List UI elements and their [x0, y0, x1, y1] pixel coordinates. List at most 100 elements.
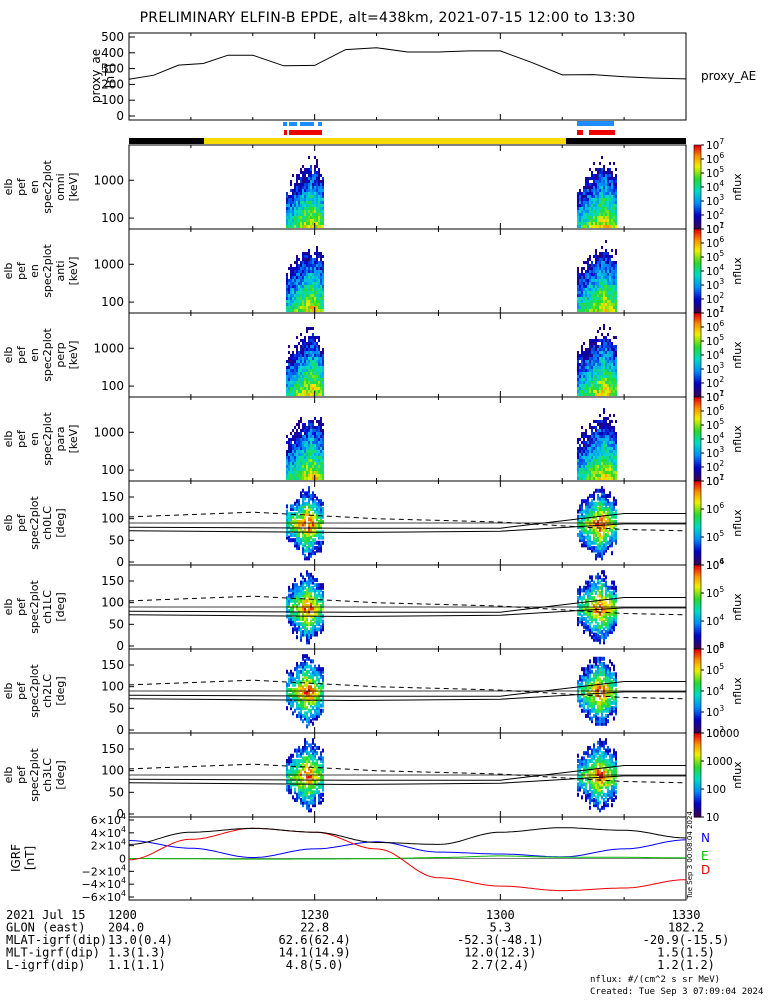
- spectrogram-cell: [300, 192, 302, 195]
- pitch-cell: [601, 540, 603, 545]
- pitch-cell: [302, 700, 304, 705]
- pitch-cell: [300, 629, 302, 634]
- pitch-cell: [577, 693, 579, 698]
- pitch-cell: [300, 682, 302, 687]
- pitch-cell: [595, 659, 597, 664]
- spectrogram-cell: [316, 357, 318, 360]
- pitch-cell: [314, 711, 316, 716]
- spectrogram-cell: [302, 177, 304, 180]
- spectrogram-cell: [316, 435, 318, 438]
- pitch-cell: [310, 703, 312, 708]
- colorbar-cell: [694, 638, 701, 642]
- spectrogram-cell: [320, 183, 322, 186]
- pitch-cell: [298, 590, 300, 595]
- pitch-cell: [290, 527, 292, 532]
- spectrogram-cell: [579, 288, 581, 291]
- spectrogram-cell: [318, 390, 320, 393]
- spectrogram-cell: [292, 273, 294, 276]
- pitch-cell: [296, 590, 298, 595]
- pitch-cell: [597, 629, 599, 634]
- spectrogram-cell: [322, 180, 324, 183]
- spectrogram-cell: [577, 453, 579, 456]
- spectrogram-cell: [316, 342, 318, 345]
- pitch-cell: [316, 548, 318, 553]
- pitch-cell: [585, 527, 587, 532]
- pitch-cell: [605, 493, 607, 498]
- spectrogram-cell: [308, 204, 310, 207]
- pitch-cell: [601, 499, 603, 504]
- spectrogram-cell: [585, 273, 587, 276]
- pitch-cell: [601, 527, 603, 532]
- pitch-cell: [589, 616, 591, 621]
- spectrogram-cell: [605, 339, 607, 342]
- spectrogram-cell: [601, 366, 603, 369]
- pitch-cell: [587, 627, 589, 632]
- panel-ylabel-part: pef: [15, 345, 28, 364]
- spectrogram-cell: [306, 180, 308, 183]
- pitch-cell: [298, 627, 300, 632]
- pitch-cell: [310, 674, 312, 679]
- spectrogram-cell: [593, 372, 595, 375]
- spectrogram-cell: [595, 360, 597, 363]
- spectrogram-cell: [597, 174, 599, 177]
- pitch-cell: [298, 674, 300, 679]
- spectrogram-cell: [587, 204, 589, 207]
- pitch-cell: [581, 680, 583, 685]
- spectrogram-cell: [615, 183, 617, 186]
- spectrogram-cell: [290, 198, 292, 201]
- pitch-cell: [589, 674, 591, 679]
- pitch-cell: [294, 585, 296, 590]
- panel-ylabel-part: perp: [54, 342, 67, 367]
- spectrogram-cell: [322, 213, 324, 216]
- spectrogram-cell: [609, 477, 611, 480]
- spectrogram-cell: [601, 345, 603, 348]
- spectrogram-cell: [288, 357, 290, 360]
- pitch-cell: [306, 711, 308, 716]
- spectrogram-cell: [292, 357, 294, 360]
- spectrogram-cell: [605, 276, 607, 279]
- pitch-cell: [601, 486, 603, 491]
- pitch-cell: [290, 674, 292, 679]
- spectrogram-cell: [302, 360, 304, 363]
- spectrogram-cell: [296, 357, 298, 360]
- spectrogram-cell: [583, 357, 585, 360]
- spectrogram-cell: [603, 276, 605, 279]
- spectrogram-cell: [318, 297, 320, 300]
- spectrogram-cell: [316, 219, 318, 222]
- spectrogram-cell: [298, 360, 300, 363]
- pitch-cell: [296, 627, 298, 632]
- spectrogram-cell: [310, 195, 312, 198]
- spectrogram-cell: [318, 288, 320, 291]
- pitch-cell: [304, 601, 306, 606]
- spectrogram-cell: [601, 468, 603, 471]
- spectrogram-cell: [318, 456, 320, 459]
- pitch-cell: [599, 593, 601, 598]
- spectrogram-cell: [288, 471, 290, 474]
- pitch-cell: [605, 693, 607, 698]
- spectrogram-cell: [581, 351, 583, 354]
- pitch-cell: [595, 522, 597, 527]
- pitch-cell: [603, 570, 605, 575]
- pitch-cell: [595, 677, 597, 682]
- spectrogram-cell: [314, 270, 316, 273]
- pitch-cell: [322, 669, 324, 674]
- spectrogram-cell: [318, 195, 320, 198]
- pitch-cell: [607, 611, 609, 616]
- pitch-cell: [316, 598, 318, 603]
- colorbar-cell: [694, 287, 701, 291]
- pitch-cell: [306, 616, 308, 621]
- colorbar-cell: [694, 565, 701, 568]
- spectrogram-cell: [294, 201, 296, 204]
- spectrogram-cell: [587, 441, 589, 444]
- spectrogram-cell: [322, 270, 324, 273]
- spectrogram-cell: [308, 348, 310, 351]
- spectrogram-cell: [310, 213, 312, 216]
- pitch-cell: [304, 517, 306, 522]
- spectrogram-cell: [589, 210, 591, 213]
- pitch-cell: [318, 603, 320, 608]
- spectrogram-cell: [306, 327, 308, 330]
- spectrogram-cell: [611, 348, 613, 351]
- pitch-cell: [609, 519, 611, 524]
- spectrogram-cell: [613, 438, 615, 441]
- pitch-cell: [306, 637, 308, 642]
